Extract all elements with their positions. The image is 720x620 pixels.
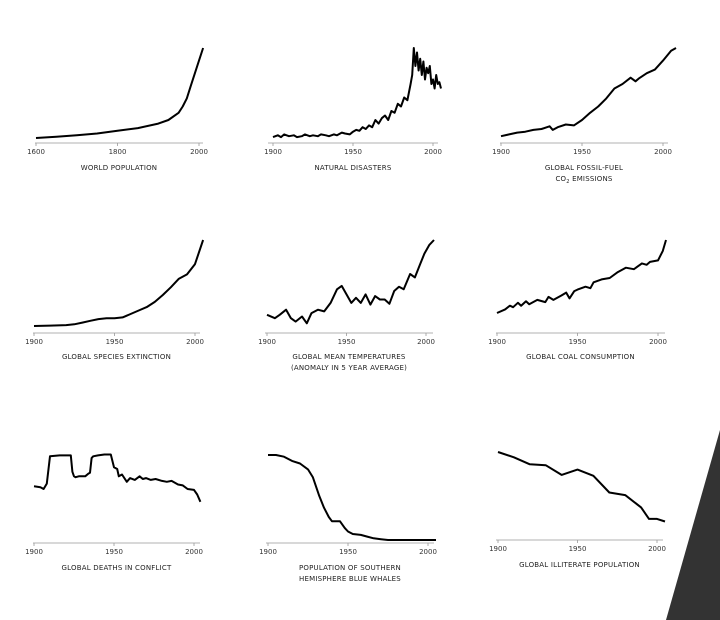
x-tick-label: 1950 bbox=[569, 545, 587, 553]
chart-title: GLOBAL DEATHS IN CONFLICT bbox=[62, 564, 172, 572]
series-line bbox=[33, 239, 205, 327]
chart-panel: 1900 1950 2000 GLOBAL MEAN TEMPERATURES (ANO… bbox=[258, 239, 435, 372]
chart-panel: 1900 1950 2000 NATURAL DISASTERS bbox=[264, 47, 442, 172]
series-line bbox=[496, 239, 667, 314]
chart-title: NATURAL DISASTERS bbox=[314, 164, 391, 172]
chart-subtitle: CO2 EMISSIONS bbox=[555, 175, 612, 185]
chart-panel: 1900 1950 2000 GLOBAL SPECIES EXTINCTION bbox=[25, 239, 205, 361]
subtitle-text: CO bbox=[555, 175, 566, 183]
x-tick-label: 1950 bbox=[573, 148, 591, 156]
x-tick-label: 2000 bbox=[424, 148, 442, 156]
subtitle-text: (ANOMALY IN 5 YEAR AVERAGE) bbox=[291, 364, 407, 372]
chart-title: POPULATION OF SOUTHERN bbox=[299, 564, 401, 572]
x-tick-label: 2000 bbox=[190, 148, 208, 156]
x-tick-label: 1800 bbox=[109, 148, 127, 156]
x-tick-label: 2000 bbox=[417, 338, 435, 346]
chart-panel: 1900 1950 2000 GLOBAL DEATHS IN CONFLICT bbox=[25, 453, 203, 572]
series-line bbox=[266, 239, 435, 325]
x-tick-label: 1900 bbox=[264, 148, 282, 156]
x-tick-label: 1950 bbox=[344, 148, 362, 156]
subscript: 2 bbox=[566, 179, 569, 185]
x-tick-label: 1900 bbox=[25, 548, 43, 556]
x-tick-label: 1950 bbox=[106, 338, 124, 346]
x-tick-label: 1950 bbox=[105, 548, 123, 556]
x-tick-label: 1900 bbox=[488, 338, 506, 346]
series-line bbox=[500, 47, 677, 138]
chart-title: GLOBAL SPECIES EXTINCTION bbox=[62, 353, 171, 361]
x-tick-label: 1900 bbox=[259, 548, 277, 556]
chart-panel: 1900 1950 2000 POPULATION OF SOUTHERN HEMISP… bbox=[259, 454, 437, 583]
x-tick-label: 1950 bbox=[338, 338, 356, 346]
subtitle-text: HEMISPHERE BLUE WHALES bbox=[299, 575, 401, 583]
x-tick-label: 2000 bbox=[654, 148, 672, 156]
x-tick-label: 2000 bbox=[186, 338, 204, 346]
chart-title: GLOBAL FOSSIL-FUEL bbox=[545, 164, 623, 172]
x-tick-label: 1950 bbox=[339, 548, 357, 556]
series-line bbox=[35, 47, 205, 139]
x-tick-label: 1900 bbox=[489, 545, 507, 553]
series-line bbox=[268, 454, 436, 541]
chart-panel: 1900 1950 2000 GLOBAL COAL CONSUMPTION bbox=[488, 239, 667, 361]
chart-panel: 1900 1950 2000 GLOBAL ILLITERATE POPULATION bbox=[489, 451, 666, 569]
chart-title: GLOBAL ILLITERATE POPULATION bbox=[519, 561, 640, 569]
chart-title: GLOBAL MEAN TEMPERATURES bbox=[292, 353, 406, 361]
x-tick-label: 2000 bbox=[185, 548, 203, 556]
chart-panel: 1900 1950 2000 GLOBAL FOSSIL-FUEL CO2 EMISSI… bbox=[492, 47, 677, 185]
chart-subtitle: (ANOMALY IN 5 YEAR AVERAGE) bbox=[291, 364, 407, 372]
series-line bbox=[272, 47, 442, 139]
x-tick-label: 1950 bbox=[569, 338, 587, 346]
subtitle-rest: EMISSIONS bbox=[570, 175, 613, 183]
chart-panel: 1600 1800 2000 WORLD POPULATION bbox=[27, 47, 208, 172]
x-tick-label: 2000 bbox=[648, 545, 666, 553]
chart-title: GLOBAL COAL CONSUMPTION bbox=[526, 353, 635, 361]
x-tick-label: 2000 bbox=[649, 338, 667, 346]
x-tick-label: 1900 bbox=[492, 148, 510, 156]
x-tick-label: 2000 bbox=[419, 548, 437, 556]
x-tick-label: 1900 bbox=[25, 338, 43, 346]
corner-decoration bbox=[666, 430, 720, 620]
chart-subtitle: HEMISPHERE BLUE WHALES bbox=[299, 575, 401, 583]
series-line bbox=[497, 451, 666, 523]
chart-title: WORLD POPULATION bbox=[81, 164, 157, 172]
x-tick-label: 1600 bbox=[27, 148, 45, 156]
x-tick-label: 1900 bbox=[258, 338, 276, 346]
series-line bbox=[33, 453, 202, 503]
